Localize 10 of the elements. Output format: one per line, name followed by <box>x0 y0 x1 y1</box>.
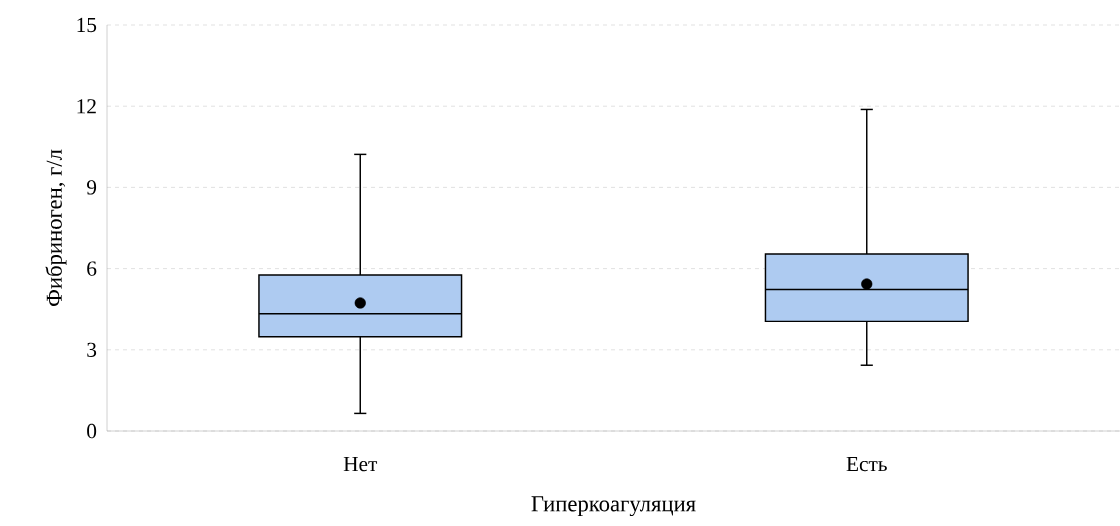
y-tick-label: 9 <box>86 180 97 195</box>
y-axis-title: Фибриноген, г/л <box>45 149 67 307</box>
y-tick-label: 12 <box>77 99 96 114</box>
y-tick-label: 15 <box>77 17 97 33</box>
x-axis-title: Гиперкоагуляция <box>531 496 696 517</box>
y-tick-label: 0 <box>87 423 97 439</box>
x-tick-label: Нет <box>343 457 378 472</box>
y-tick-label: 3 <box>87 342 97 357</box>
y-tick-label: 6 <box>87 261 97 276</box>
x-tick-label: Есть <box>846 457 887 472</box>
